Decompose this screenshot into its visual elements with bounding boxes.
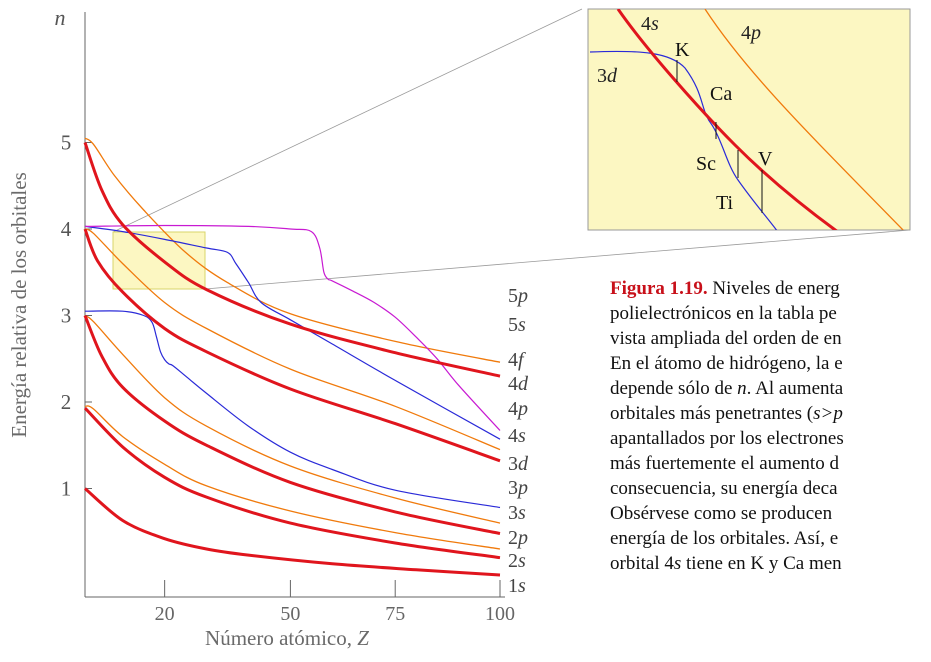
- inset-element-Sc: Sc: [696, 153, 716, 175]
- caption-text: orbitales más penetrantes (: [610, 403, 814, 424]
- caption-text: depende sólo de: [610, 378, 738, 399]
- series-4p: [84, 228, 501, 451]
- caption-italic: s>p: [813, 403, 843, 424]
- caption-line-9: consecuencia, su energía deca: [610, 478, 838, 499]
- inset-zoom: 4s 4p 3d K Ca Sc Ti V: [587, 8, 911, 231]
- series-lines: [83, 137, 501, 577]
- series-1s: [84, 487, 501, 577]
- series-label-5s: 5s: [508, 314, 526, 336]
- caption-line-2: polielectrónicos en la tabla pe: [610, 303, 837, 324]
- series-2p: [84, 405, 501, 550]
- series-label-3s: 3s: [508, 502, 526, 524]
- series-5s: [83, 141, 501, 378]
- inset-element-V: V: [758, 148, 773, 170]
- caption-line-1: Figura 1.19. Niveles de energ: [610, 276, 931, 301]
- series-3p: [84, 314, 501, 524]
- zoom-connector-top: [112, 8, 583, 233]
- series-3s: [83, 314, 501, 535]
- series-4d: [84, 225, 501, 440]
- axes: n Energía relativa de los orbitales Núme…: [7, 5, 505, 650]
- caption-line-7: apantallados por los electrones: [610, 428, 844, 449]
- inset-label-4s: 4s: [641, 13, 659, 35]
- caption-line-8: más fuertemente el aumento d: [610, 453, 839, 474]
- x-tick-label: 100: [485, 603, 515, 625]
- inset-3d-curve: [589, 50, 778, 230]
- x-axis-label: Número atómico, Z: [205, 626, 369, 650]
- series-label-3p: 3p: [508, 477, 528, 499]
- inset-4s-curve: [616, 9, 838, 230]
- caption-line-3: vista ampliada del orden de en: [610, 328, 842, 349]
- series-label-3d: 3d: [508, 453, 529, 475]
- caption-line-6: orbitales más penetrantes (s>p: [610, 401, 931, 426]
- zoom-region: [112, 8, 911, 290]
- inset-element-Ca: Ca: [710, 83, 732, 105]
- y-tick-label: 3: [61, 304, 72, 328]
- inset-label-3d: 3d: [597, 65, 618, 87]
- y-tick-label: 1: [61, 477, 72, 501]
- series-label-4s: 4s: [508, 425, 526, 447]
- caption-line-4: En el átomo de hidrógeno, la e: [610, 353, 843, 374]
- x-tick-label: 20: [155, 603, 175, 625]
- caption-text: tiene en K y Ca men: [681, 553, 842, 574]
- series-label-2s: 2s: [508, 550, 526, 572]
- series-5p: [84, 137, 501, 363]
- x-tick-label: 75: [385, 603, 405, 625]
- caption-text: Niveles de energ: [707, 278, 840, 299]
- y-tick-label: 4: [61, 217, 72, 241]
- series-2s: [83, 407, 501, 560]
- series-3d: [84, 310, 501, 509]
- caption-italic: n: [737, 378, 747, 399]
- figure-caption: Figura 1.19. Niveles de energ polielectr…: [610, 276, 931, 576]
- inset-element-Ti: Ti: [716, 192, 734, 214]
- caption-line-5: depende sólo de n. Al aumenta: [610, 376, 931, 401]
- series-label-4d: 4d: [508, 373, 529, 395]
- inset-label-4p: 4p: [741, 22, 761, 44]
- series-4f: [84, 224, 501, 431]
- caption-label: Figura 1.19.: [610, 278, 708, 299]
- caption-line-12: orbital 4s tiene en K y Ca men: [610, 551, 931, 576]
- series-label-1s: 1s: [508, 575, 526, 597]
- y-axis-label: Energía relativa de los orbitales: [7, 172, 31, 438]
- series-4s: [83, 228, 501, 463]
- caption-line-10: Obsérvese como se producen: [610, 503, 833, 524]
- series-label-4p: 4p: [508, 398, 528, 420]
- caption-text: orbital 4: [610, 553, 674, 574]
- y-tick-label: 2: [61, 390, 72, 414]
- inset-4p-curve: [704, 9, 904, 230]
- y-axis-symbol: n: [55, 5, 66, 30]
- caption-line-11: energía de los orbitales. Así, e: [610, 528, 839, 549]
- y-tick-label: 5: [61, 131, 72, 155]
- caption-text: . Al aumenta: [746, 378, 844, 399]
- inset-element-K: K: [675, 39, 690, 61]
- series-label-5p: 5p: [508, 285, 528, 307]
- series-label-2p: 2p: [508, 527, 528, 549]
- caption-italic: s: [673, 553, 682, 574]
- inset-panel: [587, 8, 911, 231]
- ticks: 20 50 75 100 1 2 3 4 5: [61, 131, 515, 626]
- series-label-4f: 4f: [508, 349, 526, 371]
- x-tick-label: 50: [280, 603, 300, 625]
- zoom-connector-bottom: [204, 229, 911, 290]
